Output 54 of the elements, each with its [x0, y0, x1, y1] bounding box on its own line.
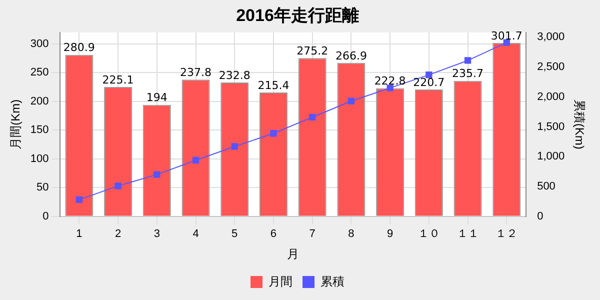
data-label: 232.8	[218, 68, 250, 82]
y-tick-label: 250	[30, 66, 49, 79]
data-label: 280.9	[63, 41, 95, 54]
legend-label: 月間	[268, 274, 292, 288]
y2-axis-title: 累積(Km)	[572, 99, 586, 150]
y-tick-label: 300	[30, 38, 49, 50]
y2-tick-label: 1,000	[537, 150, 565, 163]
x-axis-title: 月	[286, 247, 299, 262]
x-tick-label: 8	[348, 228, 354, 240]
y-axis-title: 月間(Km)	[8, 99, 23, 150]
point	[192, 156, 200, 164]
point	[231, 143, 238, 150]
x-tick-label: 3	[154, 228, 160, 240]
data-label: 225.1	[102, 73, 134, 86]
data-label: 220.7	[413, 76, 445, 89]
point	[386, 84, 394, 92]
x-tick-label: １０	[418, 228, 440, 240]
y2-tick-label: 1,500	[537, 120, 565, 133]
y-tick-label: 0	[42, 210, 49, 222]
y2-tick-label: 2,000	[537, 90, 565, 103]
point	[154, 171, 160, 178]
x-tick-label: １２	[496, 228, 518, 240]
y2-tick-label: 2,500	[537, 61, 565, 74]
x-tick-label: 6	[270, 228, 277, 240]
data-label: 301.7	[490, 29, 522, 42]
y2-tick-label: 0	[537, 210, 544, 222]
point	[348, 98, 355, 104]
y-tick-label: 150	[30, 124, 49, 136]
point	[76, 196, 83, 203]
point	[464, 57, 472, 64]
x-tick-label: 4	[192, 228, 199, 240]
data-label: 266.9	[335, 49, 367, 62]
data-label: 235.7	[452, 67, 484, 80]
x-tick-label: 2	[114, 228, 122, 240]
data-label: 215.4	[258, 78, 290, 92]
x-tick-label: １１	[456, 228, 479, 240]
data-label: 275.2	[296, 44, 328, 58]
point	[309, 114, 316, 121]
y-tick-label: 100	[30, 152, 49, 165]
data-label: 194	[146, 91, 168, 104]
y-tick-label: 50	[36, 182, 49, 194]
point	[270, 130, 277, 137]
x-tick-label: 1	[76, 228, 82, 240]
x-tick-label: 9	[387, 228, 394, 240]
data-label: 222.8	[374, 74, 406, 88]
x-tick-label: 5	[232, 228, 238, 240]
y2-tick-label: 3,000	[537, 31, 565, 44]
y-tick-label: 200	[30, 95, 49, 108]
point	[114, 182, 122, 190]
y2-tick-label: 500	[537, 180, 556, 193]
x-tick-label: 7	[309, 228, 316, 240]
data-label: 237.8	[180, 66, 212, 80]
chart-title: 2016年走行距離	[236, 6, 359, 25]
legend-label: 累積	[320, 274, 344, 288]
